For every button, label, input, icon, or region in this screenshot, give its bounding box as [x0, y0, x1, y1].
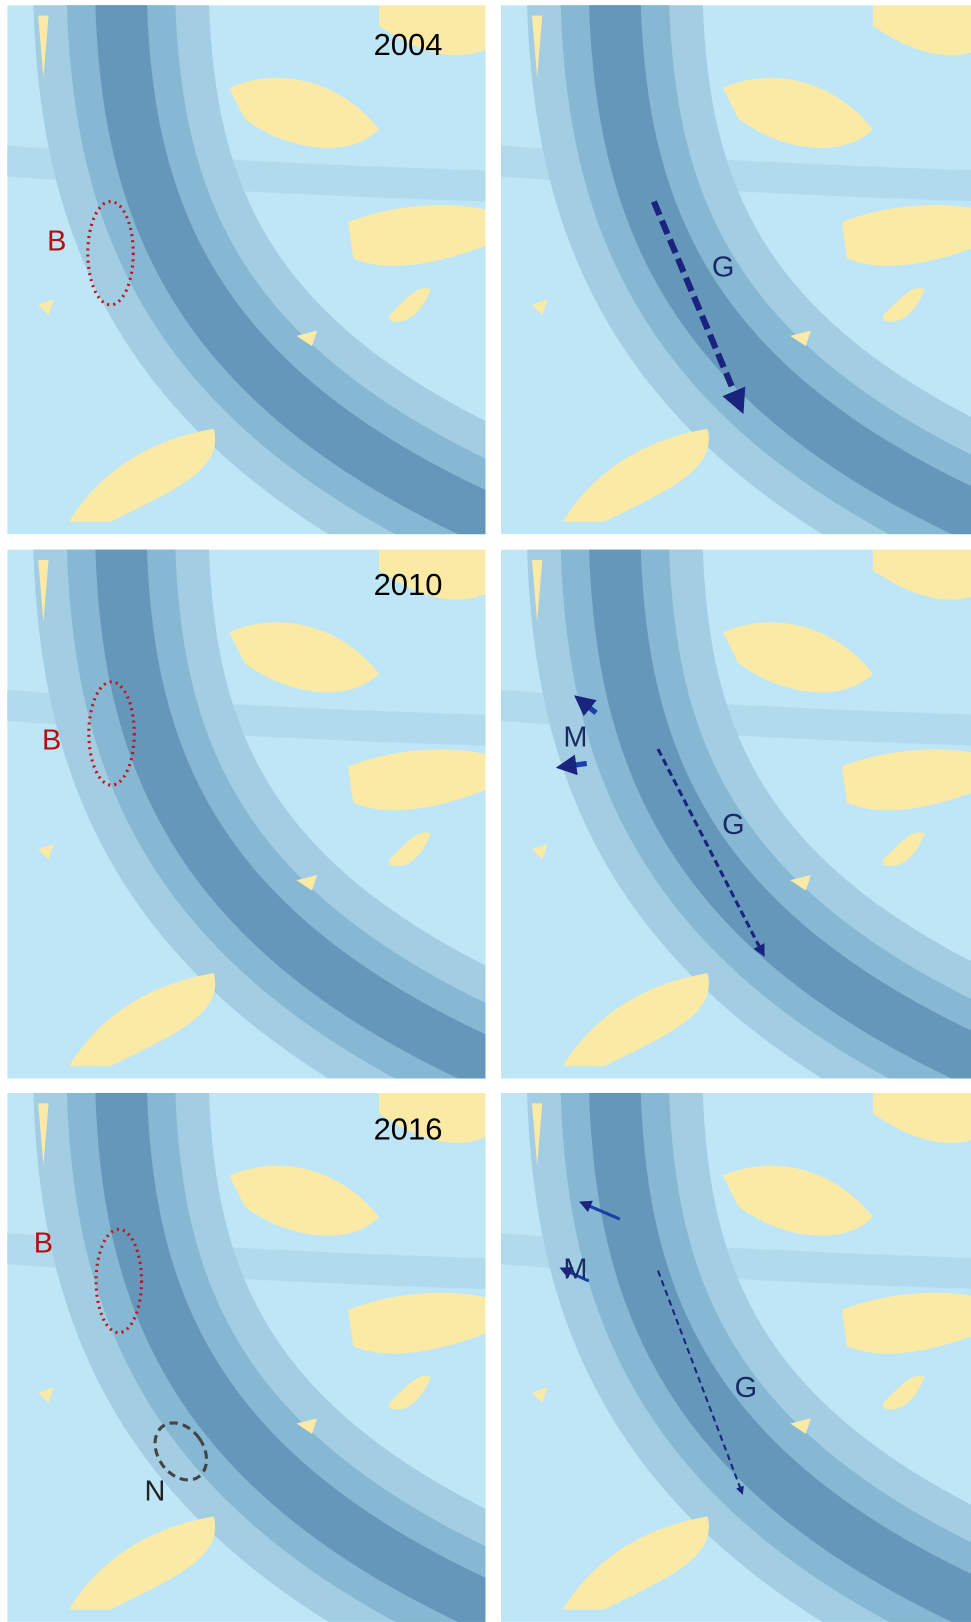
year-label: 2010 — [374, 567, 443, 602]
flow-arrow — [564, 763, 587, 766]
year-label: 2016 — [374, 1111, 443, 1146]
map-label: B — [47, 226, 66, 258]
map-panel — [0, 0, 493, 534]
map-panel — [0, 539, 493, 1078]
figure: 2004 B G 2010 B M G 2016 B N M G — [0, 0, 971, 1622]
map-panel — [491, 1083, 971, 1622]
map-label: G — [735, 1372, 757, 1404]
map-label: N — [145, 1475, 166, 1507]
map-label: M — [563, 721, 587, 753]
map-label: G — [722, 809, 744, 841]
year-label: 2004 — [374, 27, 443, 62]
map-label: B — [34, 1227, 53, 1259]
map-label: M — [563, 1253, 587, 1285]
map-label: G — [712, 251, 734, 283]
map-panel — [0, 1083, 493, 1622]
map-label: B — [42, 724, 61, 756]
